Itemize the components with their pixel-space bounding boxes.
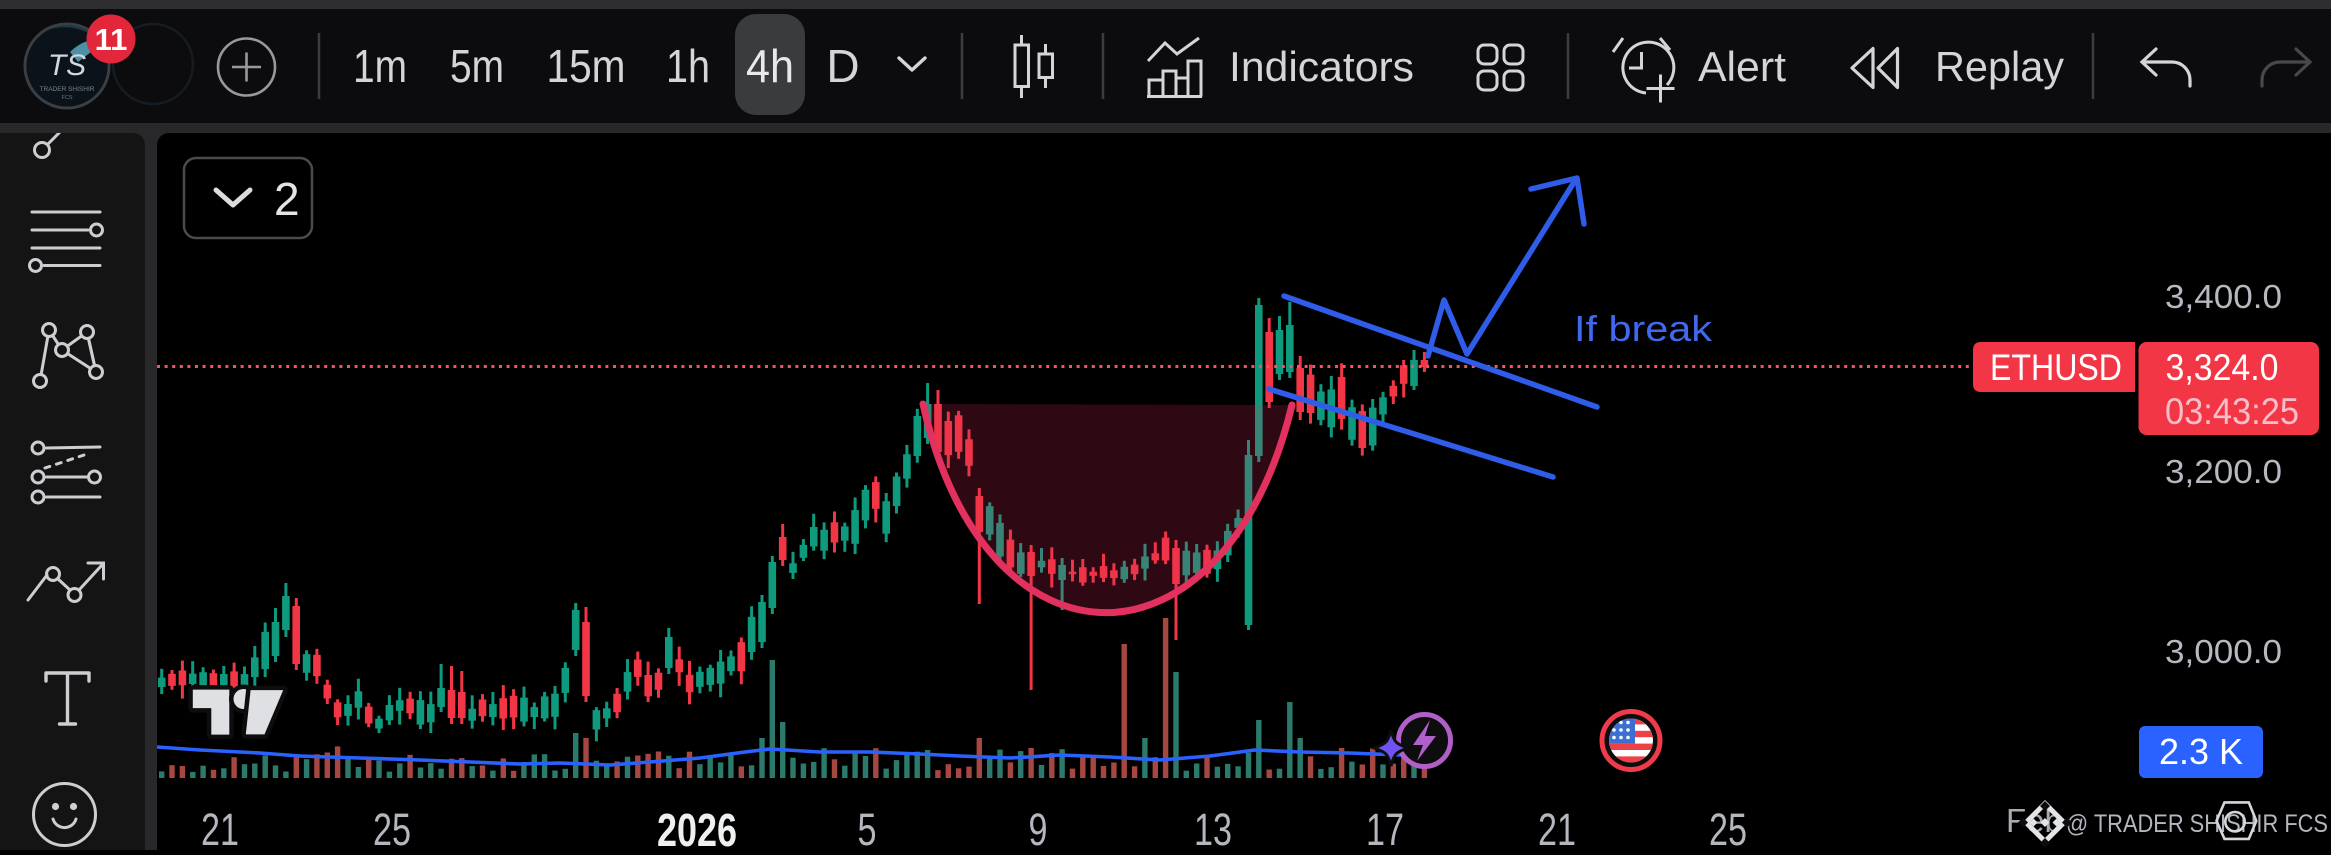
svg-text:25: 25 xyxy=(1709,804,1747,850)
svg-text:15m: 15m xyxy=(547,40,626,92)
svg-text:TS: TS xyxy=(48,49,86,82)
svg-text:1m: 1m xyxy=(353,40,407,92)
svg-text:If break: If break xyxy=(1574,308,1713,349)
svg-text:3,324.0: 3,324.0 xyxy=(2166,347,2279,388)
svg-text:21: 21 xyxy=(201,804,239,850)
svg-text:9: 9 xyxy=(1029,804,1048,850)
svg-text:2026: 2026 xyxy=(657,804,737,850)
svg-text:2.3 K: 2.3 K xyxy=(2159,731,2243,772)
svg-text:17: 17 xyxy=(1366,804,1404,850)
svg-text:Alert: Alert xyxy=(1698,43,1786,90)
svg-text:3,200.0: 3,200.0 xyxy=(2165,454,2282,491)
svg-text:13: 13 xyxy=(1194,804,1232,850)
svg-text:11: 11 xyxy=(95,22,128,57)
svg-text:03:43:25: 03:43:25 xyxy=(2165,391,2299,432)
svg-text:5: 5 xyxy=(858,804,877,850)
svg-text:25: 25 xyxy=(373,804,411,850)
svg-text:Indicators: Indicators xyxy=(1229,43,1414,90)
svg-text:@ TRADER SHISHIR FCS: @ TRADER SHISHIR FCS xyxy=(2066,810,2328,838)
svg-text:21: 21 xyxy=(1538,804,1576,850)
svg-text:3,400.0: 3,400.0 xyxy=(2165,279,2282,316)
svg-text:3,000.0: 3,000.0 xyxy=(2165,634,2282,671)
svg-text:D: D xyxy=(826,40,859,92)
svg-text:FCS: FCS xyxy=(62,95,73,101)
svg-text:5m: 5m xyxy=(450,40,504,92)
svg-text:1h: 1h xyxy=(666,40,710,92)
svg-text:2: 2 xyxy=(274,173,300,225)
svg-text:Replay: Replay xyxy=(1935,43,2064,90)
svg-text:TRADER SHISHIR: TRADER SHISHIR xyxy=(40,86,95,93)
svg-text:ETHUSD: ETHUSD xyxy=(1990,347,2122,388)
svg-text:4h: 4h xyxy=(746,40,794,92)
